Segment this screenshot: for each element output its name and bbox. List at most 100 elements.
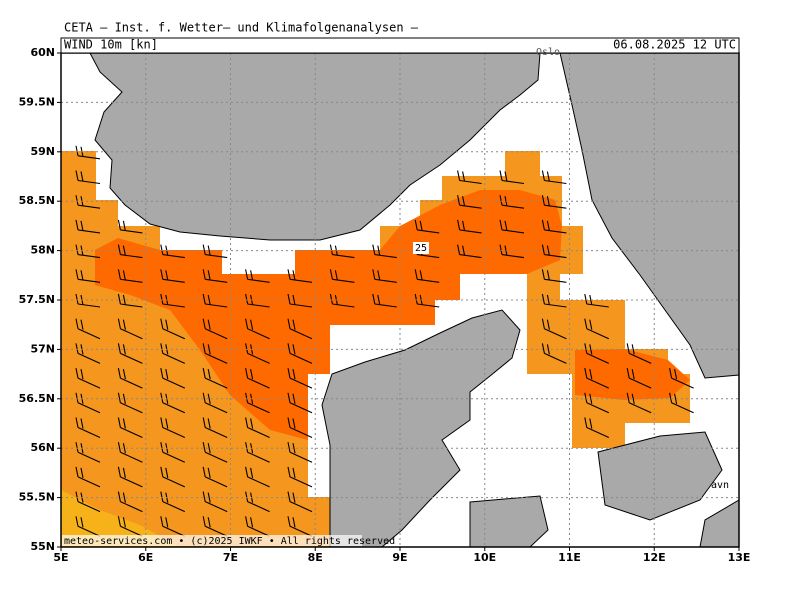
wind-barb: [117, 442, 143, 463]
wind-barb: [245, 417, 270, 439]
wind-barb: [584, 417, 610, 439]
wind-barb: [75, 367, 101, 389]
lon-tick-label: 12E: [643, 551, 666, 564]
lat-tick-label: 59.5N: [19, 95, 55, 108]
wind-barb: [287, 367, 313, 389]
wind-barb: [541, 318, 567, 340]
wind-shade-dark: [575, 349, 690, 400]
wind-barb: [202, 466, 228, 488]
wind-barb: [329, 269, 355, 283]
contour-label: 25: [415, 243, 427, 254]
lon-tick-label: 8E: [308, 551, 323, 564]
wind-barb: [541, 219, 567, 234]
lat-tick-label: 57.5N: [19, 293, 55, 306]
wind-barb: [202, 442, 228, 463]
wind-barb: [287, 318, 313, 340]
wind-barb: [584, 392, 610, 414]
valid-time: 06.08.2025 12 UTC: [613, 38, 736, 52]
wind-barb: [245, 367, 270, 389]
wind-barb: [75, 318, 101, 340]
wind-barb: [75, 516, 101, 537]
wind-barb: [117, 466, 143, 488]
wind-barb: [117, 293, 143, 308]
wind-barb: [117, 219, 143, 234]
place-label: Oslo: [536, 47, 560, 58]
wind-barb: [202, 491, 228, 513]
wind-barb: [117, 343, 143, 364]
wind-barb: [584, 367, 610, 389]
wind-barb: [202, 516, 228, 537]
wind-barb: [626, 367, 652, 389]
contour-label-bg: [413, 242, 429, 254]
wind-barb: [287, 466, 313, 488]
land-jutland: [321, 309, 521, 548]
wind-barb: [117, 244, 143, 259]
wind-barb: [372, 293, 397, 308]
wind-barb: [245, 466, 270, 488]
wind-barb: [202, 343, 228, 364]
wind-barb: [245, 318, 270, 340]
wind-barb: [202, 244, 228, 259]
land-norway: [89, 52, 541, 241]
wind-barb: [499, 219, 525, 234]
wind-barb: [245, 269, 270, 283]
wind-barb: [457, 244, 482, 259]
wind-barb: [457, 195, 482, 209]
wind-barb: [541, 343, 567, 364]
lat-tick-label: 56.5N: [19, 392, 55, 405]
lat-tick-label: 55N: [30, 540, 55, 553]
wind-barb: [584, 318, 610, 340]
wind-barb: [160, 516, 186, 537]
wind-barb: [245, 516, 270, 537]
footer-bg: [62, 535, 362, 546]
wind-barb: [117, 269, 143, 283]
wind-barb: [541, 195, 567, 209]
map-area: [61, 52, 740, 548]
wind-barb: [541, 170, 567, 185]
lon-tick-label: 9E: [392, 551, 407, 564]
wind-barb: [457, 170, 482, 185]
wind-barb: [287, 293, 313, 308]
wind-barb: [160, 417, 186, 439]
lat-tick-label: 57N: [30, 342, 55, 355]
lat-tick-label: 55.5N: [19, 491, 55, 504]
wind-barb: [202, 392, 228, 414]
wind-barb: [75, 170, 101, 185]
wind-barb: [287, 343, 313, 364]
info-bar: [60, 37, 740, 54]
wind-barb: [75, 269, 101, 283]
wind-barb: [75, 417, 101, 439]
lon-tick-label: 13E: [728, 551, 751, 564]
lon-tick-label: 5E: [53, 551, 68, 564]
wind-barb: [160, 318, 186, 340]
wind-barb: [75, 466, 101, 488]
wind-barb: [202, 417, 228, 439]
wind-barb: [75, 219, 101, 234]
lat-tick-label: 56N: [30, 441, 55, 454]
wind-barb: [202, 293, 228, 308]
lat-tick-label: 59N: [30, 145, 55, 158]
wind-barb: [117, 491, 143, 513]
wind-barb: [117, 417, 143, 439]
wind-barb: [160, 367, 186, 389]
wind-barb: [626, 343, 652, 364]
wind-barb: [287, 516, 313, 537]
wind-shade-dark: [95, 190, 562, 440]
header-title: CETA — Inst. f. Wetter— und Klimafolgena…: [64, 21, 419, 35]
wind-barb: [584, 343, 610, 364]
wind-barb: [287, 417, 313, 439]
wind-barb: [287, 392, 313, 414]
wind-barb: [626, 392, 652, 414]
field-label: WIND 10m [kn]: [64, 38, 158, 52]
wind-barb: [117, 318, 143, 340]
wind-barb: [202, 269, 228, 283]
land-funen: [469, 495, 549, 548]
wind-barb: [414, 269, 440, 283]
wind-barb: [287, 442, 313, 463]
wind-barb: [414, 219, 440, 234]
wind-barb: [372, 269, 397, 283]
lon-tick-label: 10E: [473, 551, 496, 564]
wind-barb: [160, 269, 185, 283]
wind-barb: [117, 392, 143, 414]
